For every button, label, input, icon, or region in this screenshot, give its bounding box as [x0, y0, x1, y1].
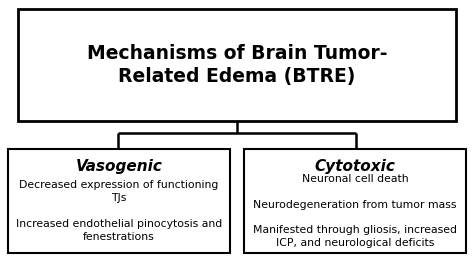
- FancyBboxPatch shape: [244, 149, 466, 253]
- Text: Mechanisms of Brain Tumor-
Related Edema (BTRE): Mechanisms of Brain Tumor- Related Edema…: [87, 44, 387, 86]
- Text: Cytotoxic: Cytotoxic: [315, 159, 395, 175]
- FancyBboxPatch shape: [18, 9, 456, 121]
- Text: Vasogenic: Vasogenic: [75, 159, 163, 175]
- Text: Neuronal cell death

Neurodegeneration from tumor mass

Manifested through glios: Neuronal cell death Neurodegeneration fr…: [253, 174, 457, 248]
- FancyBboxPatch shape: [8, 149, 230, 253]
- Text: Decreased expression of functioning
TJs

Increased endothelial pinocytosis and
f: Decreased expression of functioning TJs …: [16, 180, 222, 242]
